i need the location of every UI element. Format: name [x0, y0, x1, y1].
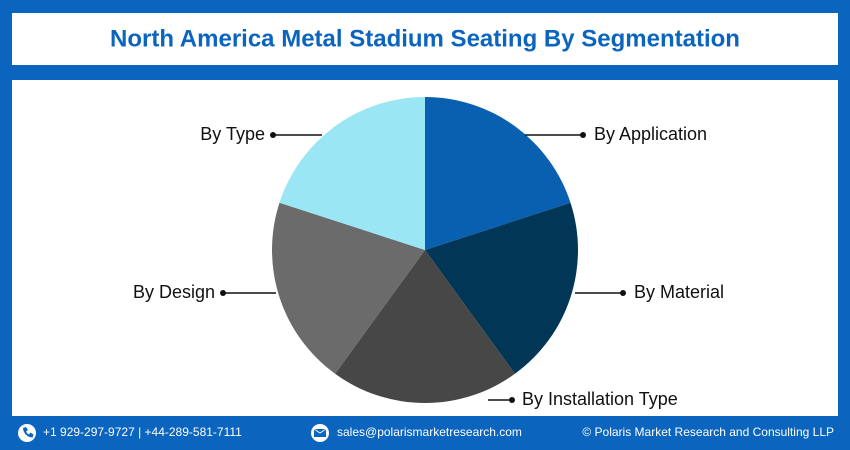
slice-label: By Installation Type [522, 389, 678, 409]
slice-label: By Application [594, 124, 707, 144]
pie-slice [425, 202, 578, 374]
pie-slice [272, 202, 425, 374]
phone-icon [18, 424, 36, 442]
pie-slice [335, 250, 515, 404]
leader-dot [270, 132, 276, 138]
leader-dot [620, 290, 626, 296]
leader-dot [220, 290, 226, 296]
leader-dot [580, 132, 586, 138]
pie-slice [425, 97, 571, 250]
slice-label: By Design [133, 282, 215, 302]
slice-label: By Material [634, 282, 724, 302]
pie-slice [279, 97, 425, 250]
footer-phone: +1 929-297-9727 | +44-289-581-7111 [43, 425, 242, 439]
chart-title: North America Metal Stadium Seating By S… [110, 25, 740, 52]
slice-label: By Type [200, 124, 265, 144]
email-glyph-flap [313, 428, 327, 434]
footer: +1 929-297-9727 | +44-289-581-7111 sales… [18, 424, 834, 442]
footer-copyright: © Polaris Market Research and Consulting… [582, 425, 834, 439]
footer-email: sales@polarismarketresearch.com [337, 425, 522, 439]
leader-dot [509, 397, 515, 403]
title-box [12, 13, 838, 65]
phone-glyph [23, 427, 34, 438]
